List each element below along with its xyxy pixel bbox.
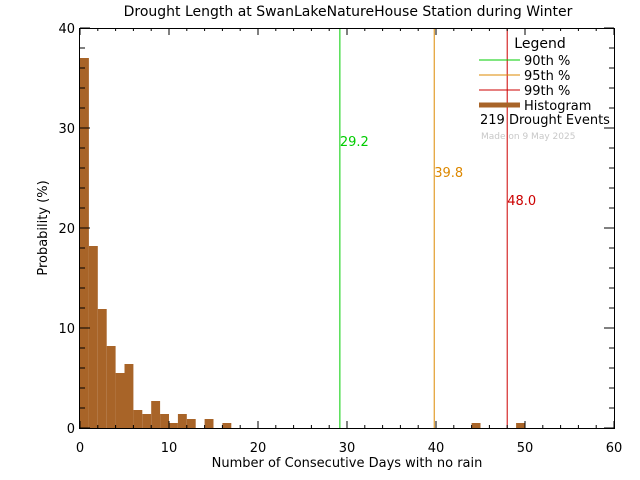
chart-title: Drought Length at SwanLakeNatureHouse St… — [124, 4, 573, 20]
x-axis: 0 10 20 30 40 50 60 — [76, 28, 622, 456]
x-tick-label-0: 0 — [76, 441, 84, 456]
legend-title: Legend — [514, 36, 565, 52]
legend-entries: 90th %95th %99th %Histogram — [479, 54, 591, 114]
histogram-bar-4 — [115, 373, 125, 428]
histogram-bar-14 — [222, 423, 232, 428]
x-tick-label-5: 50 — [517, 441, 534, 456]
y-tick-label-2: 20 — [58, 222, 75, 237]
histogram-bar-6 — [133, 410, 143, 428]
y-tick-label-3: 30 — [58, 122, 75, 137]
legend-label-0: 90th % — [524, 54, 570, 69]
legend-label-1: 95th % — [524, 69, 570, 84]
y-tick-label-1: 10 — [58, 322, 75, 337]
legend-label-2: 99th % — [524, 84, 570, 99]
x-tick-label-2: 20 — [250, 441, 267, 456]
histogram-bar-5 — [124, 364, 134, 428]
y-tick-label-4: 40 — [58, 22, 75, 37]
y-axis-label: Probability (%) — [36, 180, 51, 275]
percentile-label-1: 39.8 — [434, 166, 463, 181]
histogram-bar-16 — [516, 423, 525, 428]
made-on-text: Made on 9 May 2025 — [481, 132, 575, 142]
y-tick-label-0: 0 — [67, 422, 75, 437]
y-axis: 0 10 20 30 40 — [58, 22, 614, 437]
histogram-bar-0 — [80, 58, 89, 428]
x-tick-label-1: 10 — [161, 441, 178, 456]
drought-events-text: 219 Drought Events — [480, 113, 610, 128]
x-tick-label-3: 30 — [339, 441, 356, 456]
histogram-bar-1 — [88, 246, 98, 428]
histogram-bar-15 — [471, 423, 481, 428]
histogram-bar-8 — [151, 401, 161, 428]
histogram-bar-9 — [160, 414, 169, 428]
histogram-bar-2 — [97, 309, 107, 428]
bars-group — [80, 58, 525, 428]
legend-label-3: Histogram — [524, 99, 591, 114]
x-tick-label-4: 40 — [428, 441, 445, 456]
percentile-lines: 29.2 39.8 48.0 — [339, 28, 536, 428]
x-axis-label: Number of Consecutive Days with no rain — [212, 456, 483, 471]
histogram-bar-13 — [204, 419, 214, 428]
histogram-bar-10 — [169, 423, 178, 428]
histogram-bar-7 — [142, 414, 152, 428]
histogram-bar-11 — [177, 414, 187, 428]
x-tick-label-6: 60 — [606, 441, 623, 456]
histogram-bar-3 — [106, 346, 116, 428]
percentile-label-2: 48.0 — [507, 194, 536, 209]
histogram-bar-12 — [186, 419, 196, 428]
percentile-label-0: 29.2 — [340, 135, 369, 150]
legend: Legend 90th %95th %99th %Histogram 219 D… — [479, 36, 610, 142]
